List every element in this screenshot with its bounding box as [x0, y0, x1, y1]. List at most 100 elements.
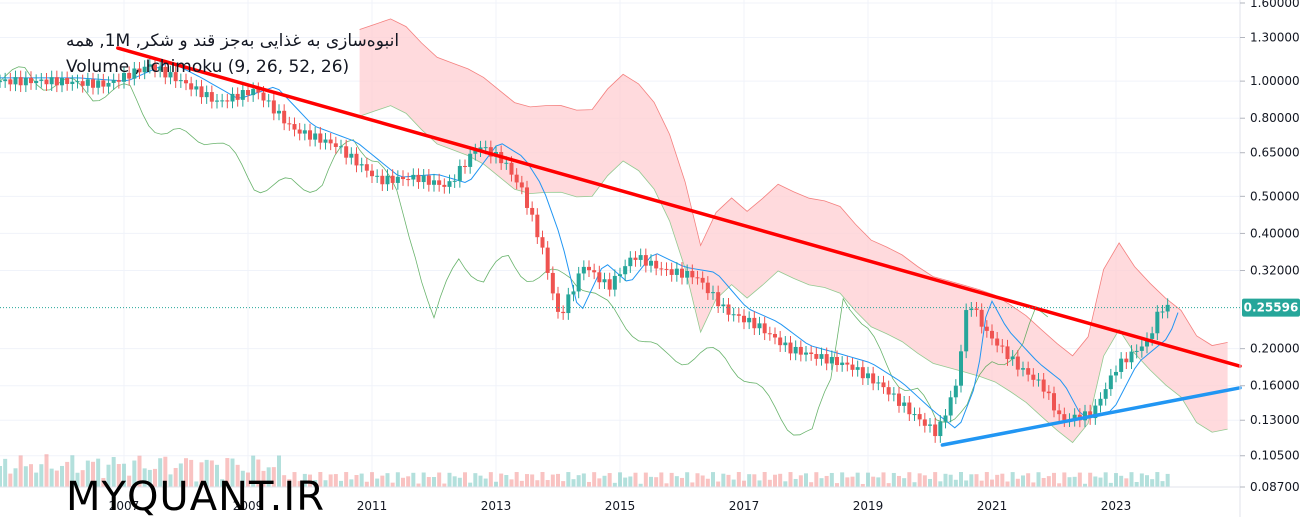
- candle-body: [886, 387, 891, 395]
- volume-bar: [442, 483, 447, 487]
- volume-bar: [91, 461, 95, 487]
- volume-bar: [168, 474, 173, 487]
- volume-bar: [767, 479, 772, 487]
- candle-body: [385, 175, 390, 185]
- candle-body: [607, 279, 612, 290]
- volume-bar: [432, 477, 436, 487]
- candle-body: [984, 326, 989, 331]
- volume-bar: [395, 472, 400, 487]
- volume-bar: [49, 468, 54, 487]
- volume-bar: [979, 480, 984, 487]
- volume-bar: [1103, 472, 1108, 487]
- candle-body: [23, 77, 28, 86]
- volume-bar: [953, 479, 958, 487]
- candle-body: [101, 80, 106, 87]
- volume-bar: [499, 473, 504, 487]
- candle-body: [674, 268, 679, 275]
- candle-body: [199, 86, 204, 98]
- volume-bar: [147, 469, 152, 487]
- candle-body: [597, 272, 602, 283]
- volume-bar: [1165, 473, 1170, 487]
- volume-bar: [189, 459, 194, 487]
- volume-bar: [54, 470, 59, 487]
- candle-body: [432, 180, 436, 185]
- volume-bar: [633, 472, 638, 487]
- volume-bar: [1155, 472, 1160, 487]
- volume-bar: [127, 475, 132, 487]
- candle-body: [664, 268, 669, 270]
- candle-body: [297, 129, 302, 134]
- volume-bar: [540, 472, 545, 487]
- volume-bar: [1134, 481, 1139, 487]
- volume-bar: [8, 473, 13, 487]
- volume-bar: [587, 481, 591, 487]
- volume-bar: [514, 472, 519, 487]
- candle-body: [1046, 391, 1051, 394]
- candle-body: [1114, 371, 1118, 376]
- candle-body: [933, 424, 938, 437]
- volume-bar: [204, 459, 209, 487]
- candle-body: [277, 110, 281, 114]
- volume-bar: [731, 479, 736, 487]
- volume-bar: [881, 472, 886, 487]
- candle-body: [261, 92, 266, 101]
- candle-body: [881, 382, 886, 388]
- volume-bar: [866, 472, 870, 487]
- x-tick-label: 2009: [233, 499, 264, 513]
- volume-bar: [1139, 473, 1144, 487]
- volume-bar: [804, 473, 808, 487]
- candle-body: [256, 88, 261, 93]
- candle-body: [938, 421, 943, 437]
- volume-bar: [571, 479, 576, 487]
- volume-bar: [106, 464, 111, 487]
- volume-bar: [550, 474, 555, 487]
- candle-body: [173, 72, 178, 82]
- x-tick-label: 2017: [729, 499, 760, 513]
- candle-body: [902, 402, 907, 406]
- volume-bar: [995, 474, 1000, 487]
- candle-body: [612, 275, 617, 290]
- volume-bar: [333, 474, 338, 487]
- volume-bar: [773, 474, 777, 487]
- volume-bar: [1010, 472, 1015, 487]
- candle-body: [1124, 358, 1129, 363]
- candle-body: [39, 79, 44, 81]
- candle-body: [860, 367, 865, 379]
- volume-bar: [886, 483, 891, 487]
- volume-bar: [829, 472, 834, 487]
- candle-body: [463, 165, 467, 167]
- volume-bar: [29, 464, 33, 487]
- volume-bar: [747, 474, 752, 487]
- candle-body: [855, 367, 860, 370]
- volume-bar: [385, 473, 390, 487]
- volume-bar: [607, 473, 612, 487]
- volume-bar: [716, 481, 721, 487]
- candle-body: [1021, 368, 1025, 370]
- candle-body: [488, 147, 493, 157]
- volume-bar: [649, 476, 653, 487]
- volume-bar: [1000, 473, 1005, 487]
- volume-bar: [225, 458, 230, 487]
- volume-bar: [654, 477, 659, 487]
- volume-bar: [287, 479, 292, 487]
- volume-bar: [643, 472, 648, 487]
- candle-body: [685, 271, 690, 278]
- volume-bar: [96, 458, 101, 487]
- volume-bar: [163, 456, 168, 487]
- x-tick-label: 2023: [1101, 499, 1132, 513]
- volume-bar: [215, 464, 219, 487]
- candle-body: [442, 184, 447, 187]
- x-tick-label: 2019: [853, 499, 884, 513]
- volume-bar: [1124, 478, 1129, 487]
- volume-bar: [297, 481, 302, 487]
- candle-body: [406, 179, 411, 181]
- candle-body: [943, 415, 948, 422]
- candle-body: [333, 143, 338, 147]
- volume-bar: [1114, 473, 1118, 487]
- volume-bar: [659, 472, 664, 487]
- volume-bar: [364, 481, 369, 487]
- volume-bar: [178, 463, 183, 487]
- trendlines: [116, 46, 1242, 447]
- volume-bar: [917, 473, 922, 487]
